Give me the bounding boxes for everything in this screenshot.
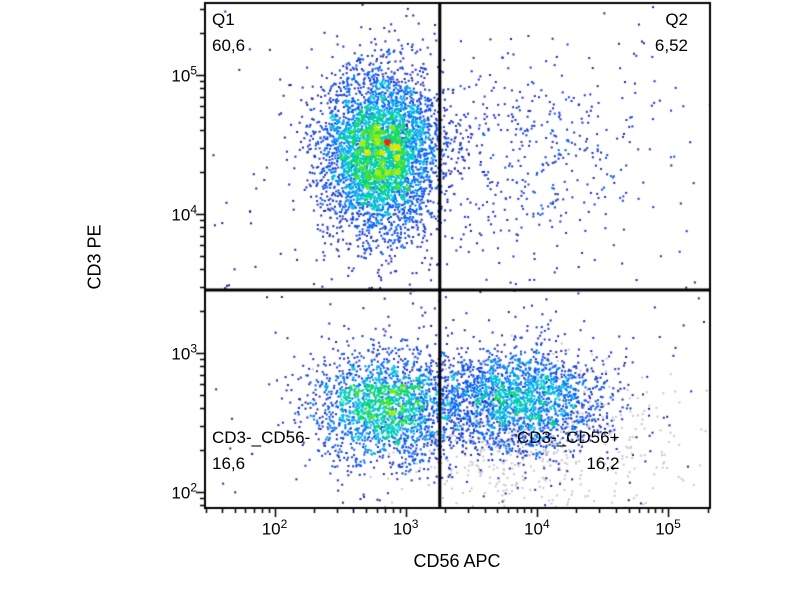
x-tick-label-10e3: 103	[392, 517, 419, 539]
y-tick-label-10e5: 105	[171, 63, 197, 86]
y-axis-label: CD3 PE	[84, 224, 105, 290]
x-tick-label-10e2: 102	[261, 517, 288, 539]
quadrant-q1-name: Q1	[212, 10, 235, 29]
quadrant-q2-percent: 6,52	[654, 36, 688, 55]
quadrant-label-cd3neg-cd56neg: CD3-_CD56- 16,6	[212, 425, 310, 477]
quadrant-q1-percent: 60,6	[212, 36, 246, 55]
quadrant-label-q1: Q1 60,6	[212, 7, 245, 59]
y-tick-label-10e2: 102	[171, 480, 197, 503]
x-tick-label-10e5: 105	[655, 517, 681, 539]
quadrant-label-q2: Q2 6,52	[655, 7, 688, 59]
quadrant-q3-name: CD3-_CD56-	[212, 428, 311, 447]
quadrant-q2-name: Q2	[665, 10, 688, 29]
y-tick-label-10e3: 103	[171, 341, 197, 364]
y-tick-label-10e4: 104	[171, 202, 197, 225]
x-tick-label-10e4: 104	[524, 517, 550, 539]
x-axis-label: CD56 APC	[413, 551, 501, 571]
quadrant-q4-name: CD3-_CD56+	[517, 428, 620, 447]
quadrant-q4-percent: 16,2	[586, 454, 620, 473]
quadrant-label-cd3neg-cd56pos: CD3-_CD56+ 16,2	[517, 425, 620, 477]
quadrant-q3-percent: 16,6	[212, 454, 246, 473]
